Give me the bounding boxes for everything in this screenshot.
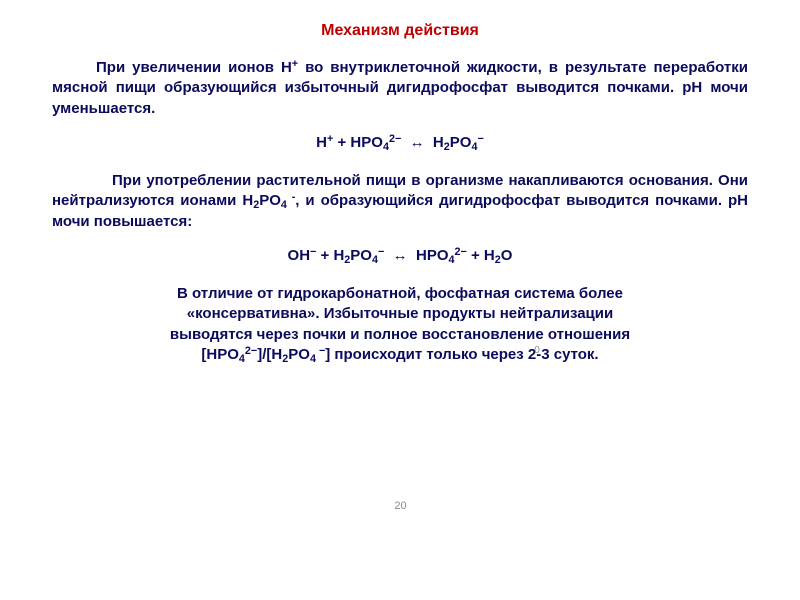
footer-line-4: [HPO42−]/[H2PO4 −] происходит только чер… — [201, 346, 598, 363]
equation-2: OH− + H2PO4− ↔ HPO42− + H2O — [52, 246, 748, 266]
footer-line-1: В отличие от гидрокарбонатной, фосфатная… — [177, 285, 623, 302]
page-number: 20 — [0, 500, 800, 512]
equation-1: H+ + HPO42− ↔ H2PO4− — [52, 133, 748, 153]
paragraph-2: При употреблении растительной пищи в орг… — [52, 171, 748, 232]
slide: Механизм действия При увеличении ионов Н… — [0, 0, 800, 600]
footer-paragraph: В отличие от гидрокарбонатной, фосфатная… — [52, 284, 748, 365]
footer-line-3: выводятся через почки и полное восстанов… — [170, 326, 630, 343]
paragraph-1: При увеличении ионов Н+ во внутриклеточн… — [52, 58, 748, 119]
footer-line-2: «консервативна». Избыточные продукты ней… — [187, 305, 613, 322]
slide-title: Механизм действия — [52, 22, 748, 40]
